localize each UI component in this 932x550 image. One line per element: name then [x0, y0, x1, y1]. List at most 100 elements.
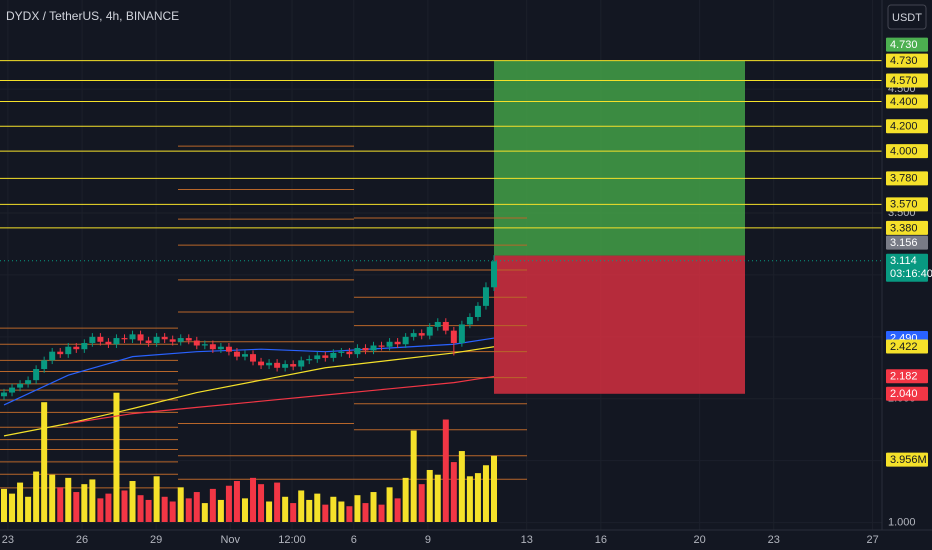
volume-bar: [386, 487, 393, 522]
volume-bar: [322, 504, 329, 522]
entry-badge: [886, 235, 928, 250]
target-zone: [494, 60, 745, 256]
candle-body: [442, 321, 449, 331]
candle-body: [386, 341, 393, 347]
volume-bar: [9, 493, 16, 522]
candle-body: [466, 317, 473, 325]
volume-bar: [474, 473, 481, 522]
volume-bar: [225, 485, 232, 522]
target-badge-label: 4.730: [890, 39, 918, 51]
volume-bar: [49, 474, 56, 522]
candle-body: [290, 364, 297, 367]
level-badge: [886, 53, 928, 68]
candle-body: [209, 344, 216, 350]
level-badge: [886, 197, 928, 212]
level-badge-label: 4.400: [890, 96, 918, 108]
candle-body: [322, 355, 329, 358]
candle-body: [17, 383, 24, 388]
candle-body: [258, 361, 265, 366]
x-tick-label: 6: [351, 534, 357, 546]
candle-body: [65, 346, 72, 355]
volume-bar: [81, 484, 88, 522]
candle-body: [177, 338, 184, 342]
x-tick-label: 9: [425, 534, 431, 546]
candle-body: [1, 392, 7, 397]
volume-bar: [185, 498, 192, 522]
candle-body: [274, 362, 281, 368]
last-price-badge: [886, 253, 928, 282]
volume-bar: [209, 488, 216, 522]
candle-body: [394, 341, 401, 345]
volume-bar: [426, 469, 433, 522]
volume-bar: [145, 499, 152, 522]
candle-body: [338, 351, 345, 353]
candle-body: [73, 346, 80, 350]
x-tick-label: 16: [595, 534, 607, 546]
volume-bar: [25, 496, 32, 522]
level-badge: [886, 171, 928, 186]
volume-bar: [466, 476, 473, 522]
volume-bar: [161, 496, 168, 522]
candle-body: [330, 352, 337, 358]
x-tick-label: 26: [76, 534, 88, 546]
level-badge-label: 4.570: [890, 75, 918, 87]
candle-body: [225, 346, 232, 352]
x-tick-label: 13: [521, 534, 533, 546]
volume-bar: [241, 498, 248, 522]
volume-bar: [402, 477, 409, 522]
volume-bar: [282, 496, 289, 522]
volume-bar: [290, 503, 297, 522]
currency-label[interactable]: USDT: [892, 12, 922, 24]
stop-badge-label: 2.040: [890, 388, 918, 400]
volume-bar: [370, 492, 377, 522]
target-badge: [886, 37, 928, 52]
volume-bar: [266, 501, 273, 522]
candle-body: [161, 336, 168, 340]
volume-bar: [378, 504, 385, 522]
volume-bar: [458, 451, 465, 522]
volume-bar: [298, 490, 305, 522]
volume-bar: [491, 455, 497, 522]
candle-body: [241, 354, 248, 357]
volume-bar: [17, 482, 24, 522]
volume-bar: [97, 498, 104, 522]
candle-body: [169, 339, 176, 342]
candle-body: [402, 336, 409, 345]
x-tick-label: 29: [150, 534, 162, 546]
volume-bar: [442, 419, 449, 522]
moving-average: [68, 375, 495, 425]
volume-bar: [137, 495, 144, 522]
candle-body: [314, 355, 321, 360]
stop-badge: [886, 386, 928, 401]
candle-body: [97, 336, 104, 342]
volume-bar: [250, 477, 257, 522]
volume-bar: [258, 484, 265, 522]
level-badge: [886, 144, 928, 159]
volume-bar: [129, 481, 136, 522]
candle-body: [185, 338, 192, 341]
candle-body: [49, 351, 56, 361]
volume-bar: [217, 499, 224, 522]
volume-bar: [306, 499, 313, 522]
candle-body: [346, 351, 353, 355]
level-badge: [886, 220, 928, 235]
currency-button[interactable]: [887, 4, 927, 30]
level-badge-label: 3.780: [890, 173, 918, 185]
candle-body: [378, 345, 385, 347]
candle-body: [458, 324, 465, 344]
candle-body: [450, 330, 457, 344]
volume-bar: [201, 503, 208, 522]
candle-body: [250, 354, 257, 362]
candle-body: [89, 336, 96, 344]
ma-badge-label: 2.422: [890, 341, 918, 353]
level-badge-label: 4.730: [890, 55, 918, 67]
candle-body: [193, 340, 200, 346]
volume-bar: [89, 479, 96, 522]
candle-body: [57, 351, 64, 355]
candle-body: [298, 360, 305, 367]
volume-bar: [65, 477, 72, 522]
x-tick-label: Nov: [220, 534, 240, 546]
candle-body: [113, 338, 120, 345]
candle-body: [418, 333, 425, 336]
